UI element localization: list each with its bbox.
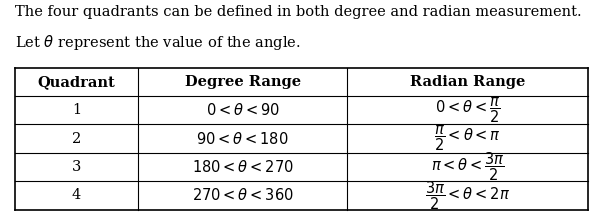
Text: $0 < \theta < 90$: $0 < \theta < 90$: [206, 102, 279, 118]
Text: $\dfrac{3\pi}{2} < \theta < 2\pi$: $\dfrac{3\pi}{2} < \theta < 2\pi$: [425, 179, 510, 212]
Text: Radian Range: Radian Range: [410, 75, 525, 89]
Text: 3: 3: [72, 160, 81, 174]
Text: 2: 2: [72, 132, 81, 146]
Text: $180 < \theta < 270$: $180 < \theta < 270$: [192, 159, 293, 175]
Text: $0 < \theta < \dfrac{\pi}{2}$: $0 < \theta < \dfrac{\pi}{2}$: [435, 95, 500, 125]
Text: The four quadrants can be defined in both degree and radian measurement.: The four quadrants can be defined in bot…: [15, 5, 582, 19]
Text: 4: 4: [72, 188, 81, 203]
Text: $\pi < \theta < \dfrac{3\pi}{2}$: $\pi < \theta < \dfrac{3\pi}{2}$: [430, 151, 504, 183]
Text: 1: 1: [72, 103, 81, 117]
Text: $270 < \theta < 360$: $270 < \theta < 360$: [192, 187, 293, 203]
Text: Quadrant: Quadrant: [38, 75, 115, 89]
Text: $90 < \theta < 180$: $90 < \theta < 180$: [197, 131, 289, 147]
Text: Let $\theta$ represent the value of the angle.: Let $\theta$ represent the value of the …: [15, 33, 301, 52]
Text: $\dfrac{\pi}{2} < \theta < \pi$: $\dfrac{\pi}{2} < \theta < \pi$: [434, 124, 501, 154]
Text: Degree Range: Degree Range: [185, 75, 300, 89]
